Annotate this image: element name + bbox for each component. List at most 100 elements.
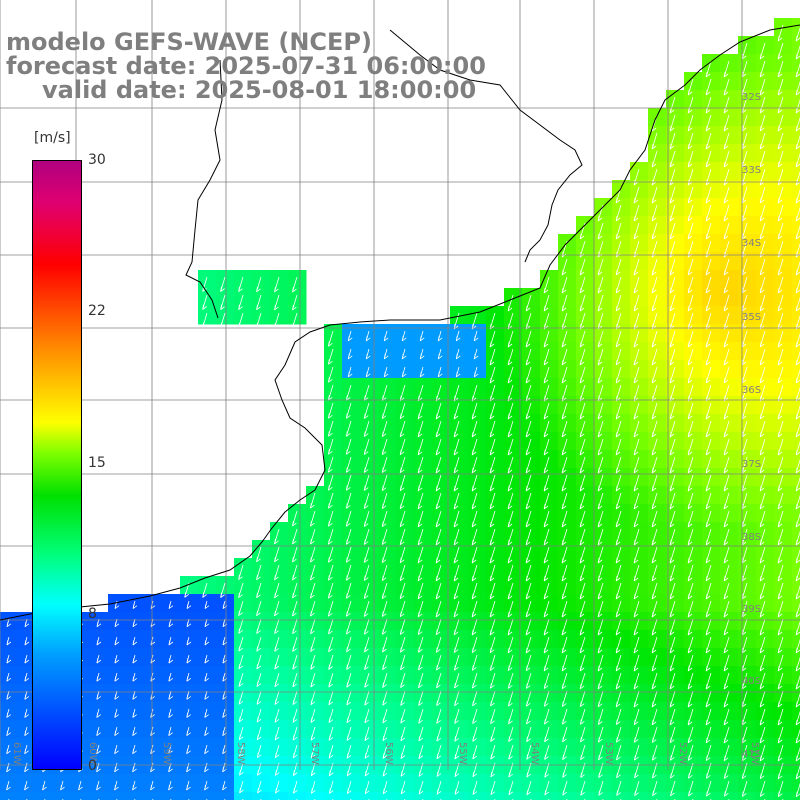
wind-arrow bbox=[633, 402, 640, 420]
wind-speed-cell bbox=[198, 684, 217, 703]
wind-arrow bbox=[525, 294, 532, 312]
wind-arrow bbox=[777, 78, 784, 96]
wind-speed-cell bbox=[720, 270, 739, 289]
wind-speed-cell bbox=[594, 270, 613, 289]
wind-speed-cell bbox=[324, 504, 343, 523]
wind-arrow bbox=[777, 186, 784, 204]
wind-arrow bbox=[634, 780, 640, 796]
wind-speed-cell bbox=[648, 108, 667, 127]
wind-arrow bbox=[256, 654, 262, 670]
wind-arrow bbox=[652, 762, 658, 779]
wind-speed-cell bbox=[756, 486, 775, 505]
wind-arrow bbox=[417, 492, 424, 510]
wind-arrow bbox=[471, 420, 478, 438]
wind-speed-cell bbox=[756, 396, 775, 415]
wind-arrow bbox=[651, 222, 658, 240]
wind-speed-cell bbox=[540, 468, 559, 487]
valid-date: valid date: 2025-08-01 18:00:00 bbox=[42, 76, 477, 104]
wind-arrow bbox=[633, 510, 640, 528]
wind-arrow bbox=[651, 294, 658, 312]
wind-speed-cell bbox=[378, 540, 397, 559]
wind-arrow bbox=[705, 690, 712, 708]
wind-speed-cell bbox=[342, 378, 361, 397]
wind-speed-cell bbox=[54, 792, 73, 800]
wind-arrow bbox=[615, 294, 622, 312]
wind-arrow bbox=[579, 420, 586, 438]
wind-speed-cell bbox=[90, 774, 109, 793]
wind-arrow bbox=[381, 564, 388, 582]
wind-arrow bbox=[292, 528, 298, 545]
wind-speed-cell bbox=[684, 288, 703, 307]
wind-arrow bbox=[453, 438, 460, 456]
wind-speed-cell bbox=[378, 522, 397, 541]
wind-arrow bbox=[400, 654, 406, 671]
wind-arrow bbox=[489, 636, 496, 654]
wind-arrow bbox=[795, 710, 800, 726]
wind-speed-cell bbox=[576, 684, 595, 703]
wind-arrow bbox=[274, 312, 280, 329]
wind-arrow bbox=[220, 312, 226, 328]
wind-arrow bbox=[598, 780, 604, 796]
wind-arrow bbox=[597, 672, 604, 690]
wind-arrow bbox=[471, 456, 478, 474]
wind-arrow bbox=[363, 546, 370, 563]
wind-speed-cell bbox=[792, 72, 800, 91]
wind-speed-cell bbox=[378, 630, 397, 649]
wind-arrow bbox=[435, 636, 442, 653]
wind-arrow bbox=[723, 150, 730, 168]
wind-arrow bbox=[795, 368, 800, 384]
wind-arrow bbox=[525, 402, 532, 420]
wind-speed-cell bbox=[468, 666, 487, 685]
wind-arrow bbox=[669, 600, 676, 618]
wind-speed-cell bbox=[360, 738, 379, 757]
wind-speed-cell bbox=[774, 702, 793, 721]
wind-arrow bbox=[525, 654, 532, 672]
wind-arrow bbox=[777, 690, 784, 708]
wind-speed-cell bbox=[576, 738, 595, 757]
wind-speed-cell bbox=[360, 558, 379, 577]
wind-speed-cell bbox=[684, 774, 703, 793]
wind-speed-cell bbox=[450, 342, 469, 361]
wind-arrow bbox=[345, 582, 352, 599]
wind-arrow bbox=[561, 456, 568, 474]
wind-arrow bbox=[543, 582, 550, 600]
wind-arrow bbox=[777, 636, 784, 654]
wind-arrow bbox=[381, 402, 388, 420]
wind-speed-cell bbox=[612, 378, 631, 397]
wind-arrow bbox=[490, 726, 496, 742]
wind-arrow bbox=[238, 312, 244, 329]
wind-arrow bbox=[471, 636, 478, 654]
wind-arrow bbox=[345, 600, 352, 617]
wind-speed-cell bbox=[486, 324, 505, 343]
wind-arrow bbox=[795, 278, 800, 294]
wind-arrow bbox=[795, 332, 800, 348]
wind-speed-cell bbox=[324, 414, 343, 433]
wind-speed-cell bbox=[288, 558, 307, 577]
wind-arrow bbox=[795, 206, 800, 222]
wind-arrow bbox=[561, 618, 568, 636]
wind-speed-cell bbox=[432, 378, 451, 397]
wind-speed-cell bbox=[360, 612, 379, 631]
wind-arrow bbox=[615, 690, 622, 708]
wind-speed-cell bbox=[504, 720, 523, 739]
wind-arrow bbox=[168, 744, 173, 755]
wind-arrow bbox=[114, 726, 119, 736]
wind-arrow bbox=[777, 456, 784, 474]
wind-arrow bbox=[705, 60, 712, 78]
wind-arrow bbox=[795, 152, 800, 168]
wind-arrow bbox=[777, 672, 784, 690]
wind-speed-cell bbox=[468, 738, 487, 757]
wind-speed-cell bbox=[558, 522, 577, 541]
wind-arrow bbox=[687, 618, 694, 636]
wind-speed-cell bbox=[684, 486, 703, 505]
wind-arrow bbox=[651, 618, 658, 636]
wind-speed-cell bbox=[378, 504, 397, 523]
wind-speed-cell bbox=[738, 342, 757, 361]
wind-speed-cell bbox=[540, 558, 559, 577]
wind-arrow bbox=[381, 546, 388, 564]
wind-speed-cell bbox=[576, 630, 595, 649]
wind-speed-cell bbox=[756, 36, 775, 55]
wind-arrow bbox=[381, 618, 388, 635]
longitude-label: 59W bbox=[161, 742, 172, 765]
wind-arrow bbox=[399, 546, 406, 564]
